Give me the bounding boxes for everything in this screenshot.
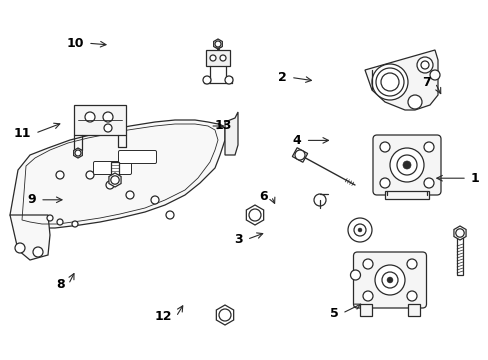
Polygon shape xyxy=(74,148,82,158)
Circle shape xyxy=(85,112,95,122)
Polygon shape xyxy=(10,215,50,260)
Circle shape xyxy=(350,270,360,280)
Circle shape xyxy=(455,229,463,237)
Polygon shape xyxy=(224,112,238,155)
Polygon shape xyxy=(10,120,224,228)
Circle shape xyxy=(219,309,230,321)
Circle shape xyxy=(396,155,416,175)
Text: 1: 1 xyxy=(470,172,479,185)
Circle shape xyxy=(215,41,221,47)
Circle shape xyxy=(423,178,433,188)
Polygon shape xyxy=(246,205,263,225)
Polygon shape xyxy=(364,50,437,110)
Circle shape xyxy=(56,171,64,179)
Polygon shape xyxy=(407,304,419,316)
Circle shape xyxy=(111,176,119,184)
FancyBboxPatch shape xyxy=(353,252,426,308)
Circle shape xyxy=(379,178,389,188)
Circle shape xyxy=(429,70,439,80)
Text: 5: 5 xyxy=(329,307,338,320)
Circle shape xyxy=(103,112,113,122)
Circle shape xyxy=(224,76,232,84)
Circle shape xyxy=(126,191,134,199)
Polygon shape xyxy=(359,304,371,316)
Polygon shape xyxy=(216,305,233,325)
Bar xyxy=(74,105,126,135)
Circle shape xyxy=(420,61,428,69)
Bar xyxy=(456,235,462,275)
Circle shape xyxy=(380,73,398,91)
Polygon shape xyxy=(292,148,307,162)
Polygon shape xyxy=(213,39,222,49)
Text: 3: 3 xyxy=(234,233,243,246)
Circle shape xyxy=(374,265,404,295)
Circle shape xyxy=(357,228,361,232)
Circle shape xyxy=(362,291,372,301)
FancyBboxPatch shape xyxy=(93,162,131,175)
Text: 8: 8 xyxy=(56,278,64,291)
Text: 2: 2 xyxy=(278,71,286,84)
Circle shape xyxy=(220,55,225,61)
Bar xyxy=(111,162,119,180)
Circle shape xyxy=(294,150,305,160)
FancyBboxPatch shape xyxy=(118,150,156,163)
Bar xyxy=(384,191,428,199)
Circle shape xyxy=(203,76,210,84)
Circle shape xyxy=(248,209,261,221)
Circle shape xyxy=(86,171,94,179)
Text: 6: 6 xyxy=(258,190,267,203)
Circle shape xyxy=(72,221,78,227)
Polygon shape xyxy=(109,173,121,187)
Circle shape xyxy=(104,124,112,132)
FancyBboxPatch shape xyxy=(372,135,440,195)
Circle shape xyxy=(47,215,53,221)
Circle shape xyxy=(15,243,25,253)
Circle shape xyxy=(33,247,43,257)
Circle shape xyxy=(416,57,432,73)
Circle shape xyxy=(389,148,423,182)
Circle shape xyxy=(151,196,159,204)
Circle shape xyxy=(165,211,174,219)
Circle shape xyxy=(57,219,63,225)
Circle shape xyxy=(371,64,407,100)
Text: 4: 4 xyxy=(292,134,301,147)
Circle shape xyxy=(423,142,433,152)
Circle shape xyxy=(406,259,416,269)
Circle shape xyxy=(381,272,397,288)
Circle shape xyxy=(407,95,421,109)
Circle shape xyxy=(362,259,372,269)
Circle shape xyxy=(347,218,371,242)
Text: 11: 11 xyxy=(14,127,31,140)
Bar xyxy=(205,50,229,66)
Circle shape xyxy=(406,291,416,301)
Circle shape xyxy=(386,277,392,283)
Text: 12: 12 xyxy=(154,310,172,323)
Circle shape xyxy=(379,142,389,152)
Circle shape xyxy=(75,150,81,156)
Text: 7: 7 xyxy=(422,76,430,89)
Circle shape xyxy=(209,55,216,61)
Text: 13: 13 xyxy=(214,120,231,132)
Circle shape xyxy=(402,161,410,169)
Polygon shape xyxy=(453,226,465,240)
Circle shape xyxy=(106,181,114,189)
Text: 9: 9 xyxy=(27,193,36,206)
Text: 10: 10 xyxy=(66,37,84,50)
Circle shape xyxy=(353,224,365,236)
